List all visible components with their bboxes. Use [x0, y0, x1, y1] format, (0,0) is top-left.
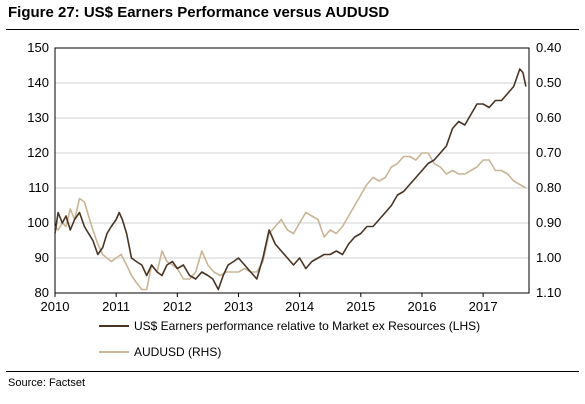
chart-title: Figure 27: US$ Earners Performance versu… [8, 4, 390, 21]
legend-label: US$ Earners performance relative to Mark… [134, 319, 480, 333]
axes-layer: 150 140 130 120 110 100 90 80 0.40 0.50 0.60 0.70 0.… [27, 40, 561, 314]
plot-frame [54, 47, 530, 294]
y-right-tick-label: 0.40 [536, 40, 561, 55]
y-left-tick-label: 110 [28, 180, 49, 195]
y-right-tick-label: 1.00 [536, 250, 561, 265]
grid-lines [55, 82, 529, 259]
x-tick-label: 2012 [163, 299, 192, 314]
y-right-tick-label: 0.60 [536, 110, 561, 125]
y-right-tick-label: 0.80 [536, 180, 561, 195]
y-left-tick-label: 100 [27, 215, 49, 230]
y-right-tick-label: 1.10 [536, 285, 561, 300]
y-right-tick-label: 0.70 [536, 145, 561, 160]
y-left-tick-label: 80 [35, 285, 49, 300]
series-line-us-earners [54, 68, 527, 291]
x-tick-label: 2015 [346, 299, 375, 314]
y-right-tick-label: 0.90 [536, 215, 561, 230]
source-note: Source: Factset [8, 377, 86, 389]
title-divider [6, 29, 579, 30]
y-right-tick-label: 0.50 [536, 75, 561, 90]
x-tick-label: 2013 [224, 299, 253, 314]
y-left-tick-label: 90 [35, 250, 49, 265]
x-tick-label: 2010 [41, 299, 70, 314]
y-left-tick-label: 130 [27, 110, 49, 125]
x-tick-label: 2017 [469, 299, 498, 314]
series-line-audusd [54, 152, 527, 291]
legend-label: AUDUSD (RHS) [134, 345, 221, 359]
x-tick-label: 2016 [408, 299, 437, 314]
y-left-tick-label: 120 [27, 145, 49, 160]
y-left-tick-label: 140 [27, 75, 49, 90]
y-left-tick-label: 150 [27, 40, 49, 55]
legend: US$ Earners performance relative to Mark… [99, 319, 480, 359]
series-layer [54, 68, 527, 291]
x-tick-label: 2014 [285, 299, 314, 314]
x-tick-label: 2011 [102, 299, 130, 314]
footer-divider [6, 371, 579, 372]
